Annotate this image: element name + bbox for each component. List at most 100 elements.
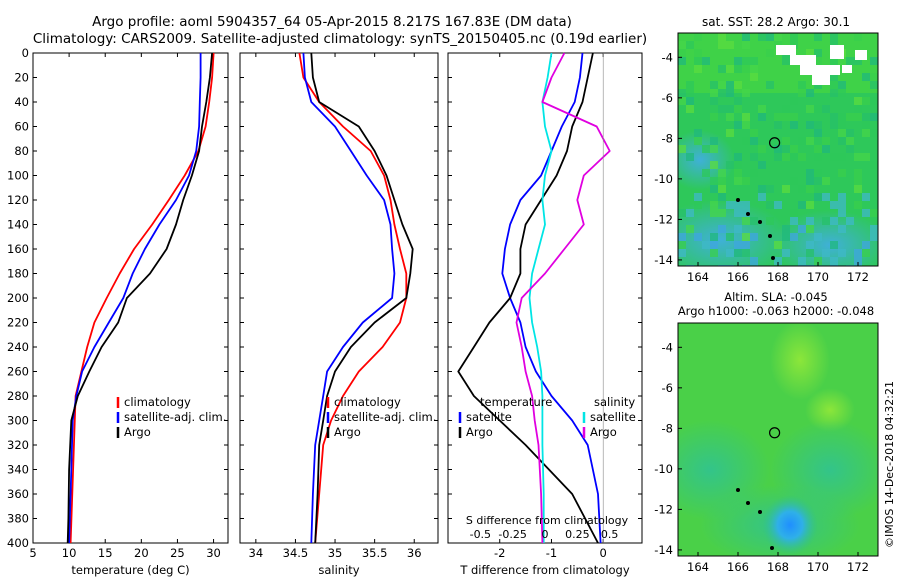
sst-pixel — [838, 137, 846, 145]
sst-pixel — [710, 233, 718, 241]
sst-pixel — [862, 97, 870, 105]
x-tick-label: 30 — [206, 546, 221, 560]
sst-pixel — [822, 193, 830, 201]
sst-pixel — [750, 153, 758, 161]
sst-pixel — [814, 49, 822, 57]
sst-pixel — [726, 105, 734, 113]
s-tick-label: -0.25 — [498, 528, 526, 541]
sst-pixel — [870, 161, 878, 169]
map-y-tick-label: -10 — [654, 172, 673, 186]
sst-pixel — [734, 105, 742, 113]
sst-pixel — [766, 185, 774, 193]
sst-pixel — [710, 113, 718, 121]
s-tick-label: 0.25 — [565, 528, 590, 541]
sst-pixel — [758, 33, 766, 41]
sst-pixel — [734, 97, 742, 105]
sst-pixel — [710, 209, 718, 217]
legend-temperature-title: temperature — [480, 395, 552, 409]
cloud-patch — [855, 50, 867, 60]
series-line-satellite — [528, 52, 553, 543]
sst-pixel — [718, 105, 726, 113]
sla-map-title1: Altim. SLA: -0.045 — [724, 290, 828, 304]
sst-pixel — [838, 249, 846, 257]
sst-pixel — [726, 113, 734, 121]
sst-pixel — [750, 169, 758, 177]
sst-pixel — [846, 137, 854, 145]
series-line-climatology — [69, 52, 215, 544]
sst-pixel — [838, 209, 846, 217]
x-tick-label: -1 — [546, 546, 557, 560]
y-tick-label: 240 — [7, 340, 29, 354]
sst-pixel — [710, 177, 718, 185]
x-axis-label: T difference from climatology — [459, 563, 630, 577]
sst-pixel — [790, 209, 798, 217]
sst-pixel — [678, 209, 686, 217]
legend-climatology: climatology — [124, 395, 191, 409]
sst-pixel — [862, 73, 870, 81]
sst-pixel — [814, 153, 822, 161]
sst-pixel — [830, 217, 838, 225]
legend-satellite: satellite-adj. clim. — [334, 410, 436, 424]
sst-pixel — [734, 65, 742, 73]
cloud-patch — [842, 65, 852, 73]
sst-pixel — [830, 121, 838, 129]
sst-pixel — [814, 169, 822, 177]
s-tick-label: -0.5 — [470, 528, 491, 541]
sst-pixel — [742, 201, 750, 209]
sst-pixel — [734, 169, 742, 177]
sst-pixel — [750, 65, 758, 73]
sst-pixel — [830, 201, 838, 209]
s-tick-label: 0 — [542, 528, 549, 541]
sst-map-image — [678, 33, 878, 266]
y-tick-label: 380 — [7, 512, 29, 526]
map-x-tick-label: 172 — [847, 270, 869, 284]
sst-pixel — [846, 129, 854, 137]
sst-pixel — [862, 193, 870, 201]
sst-pixel — [846, 217, 854, 225]
s-tick-label: 0.5 — [601, 528, 619, 541]
sst-pixel — [694, 137, 702, 145]
sst-pixel — [838, 129, 846, 137]
legend-s-satellite: satellite — [590, 410, 636, 424]
sst-pixel — [718, 209, 726, 217]
sst-pixel — [782, 185, 790, 193]
sst-pixel — [718, 225, 726, 233]
sst-pixel — [710, 201, 718, 209]
sst-pixel — [734, 161, 742, 169]
x-tick-label: 25 — [170, 546, 185, 560]
sla-map-title2: Argo h1000: -0.063 h2000: -0.048 — [678, 304, 874, 318]
sst-pixel — [806, 217, 814, 225]
sst-pixel — [790, 153, 798, 161]
sst-pixel — [774, 241, 782, 249]
sst-pixel — [870, 97, 878, 105]
sla-map-image — [678, 323, 878, 556]
y-tick-label: 280 — [7, 389, 29, 403]
sst-pixel — [870, 209, 878, 217]
sst-pixel — [782, 137, 790, 145]
legend-climatology: climatology — [334, 395, 401, 409]
island — [758, 220, 762, 224]
sst-pixel — [862, 241, 870, 249]
sst-pixel — [750, 217, 758, 225]
sst-pixel — [774, 121, 782, 129]
legend-salinity-title: salinity — [594, 395, 635, 409]
map-y-tick-label: -4 — [662, 340, 673, 354]
sst-map-panel: sat. SST: 28.2 Argo: 30.1 164 166 168 170 17… — [654, 15, 879, 284]
legend-argo: Argo — [124, 425, 151, 439]
sst-pixel — [718, 33, 726, 41]
sst-pixel — [742, 89, 750, 97]
sst-pixel — [854, 57, 862, 65]
sst-pixel — [854, 153, 862, 161]
sst-pixel — [790, 113, 798, 121]
sst-pixel — [774, 33, 782, 41]
sst-pixel — [766, 81, 774, 89]
sst-pixel — [710, 185, 718, 193]
sst-pixel — [726, 161, 734, 169]
y-tick-label: 160 — [7, 242, 29, 256]
sst-pixel — [782, 57, 790, 65]
sst-pixel — [710, 161, 718, 169]
sst-pixel — [870, 73, 878, 81]
sst-pixel — [798, 153, 806, 161]
y-tick-label: 200 — [7, 291, 29, 305]
